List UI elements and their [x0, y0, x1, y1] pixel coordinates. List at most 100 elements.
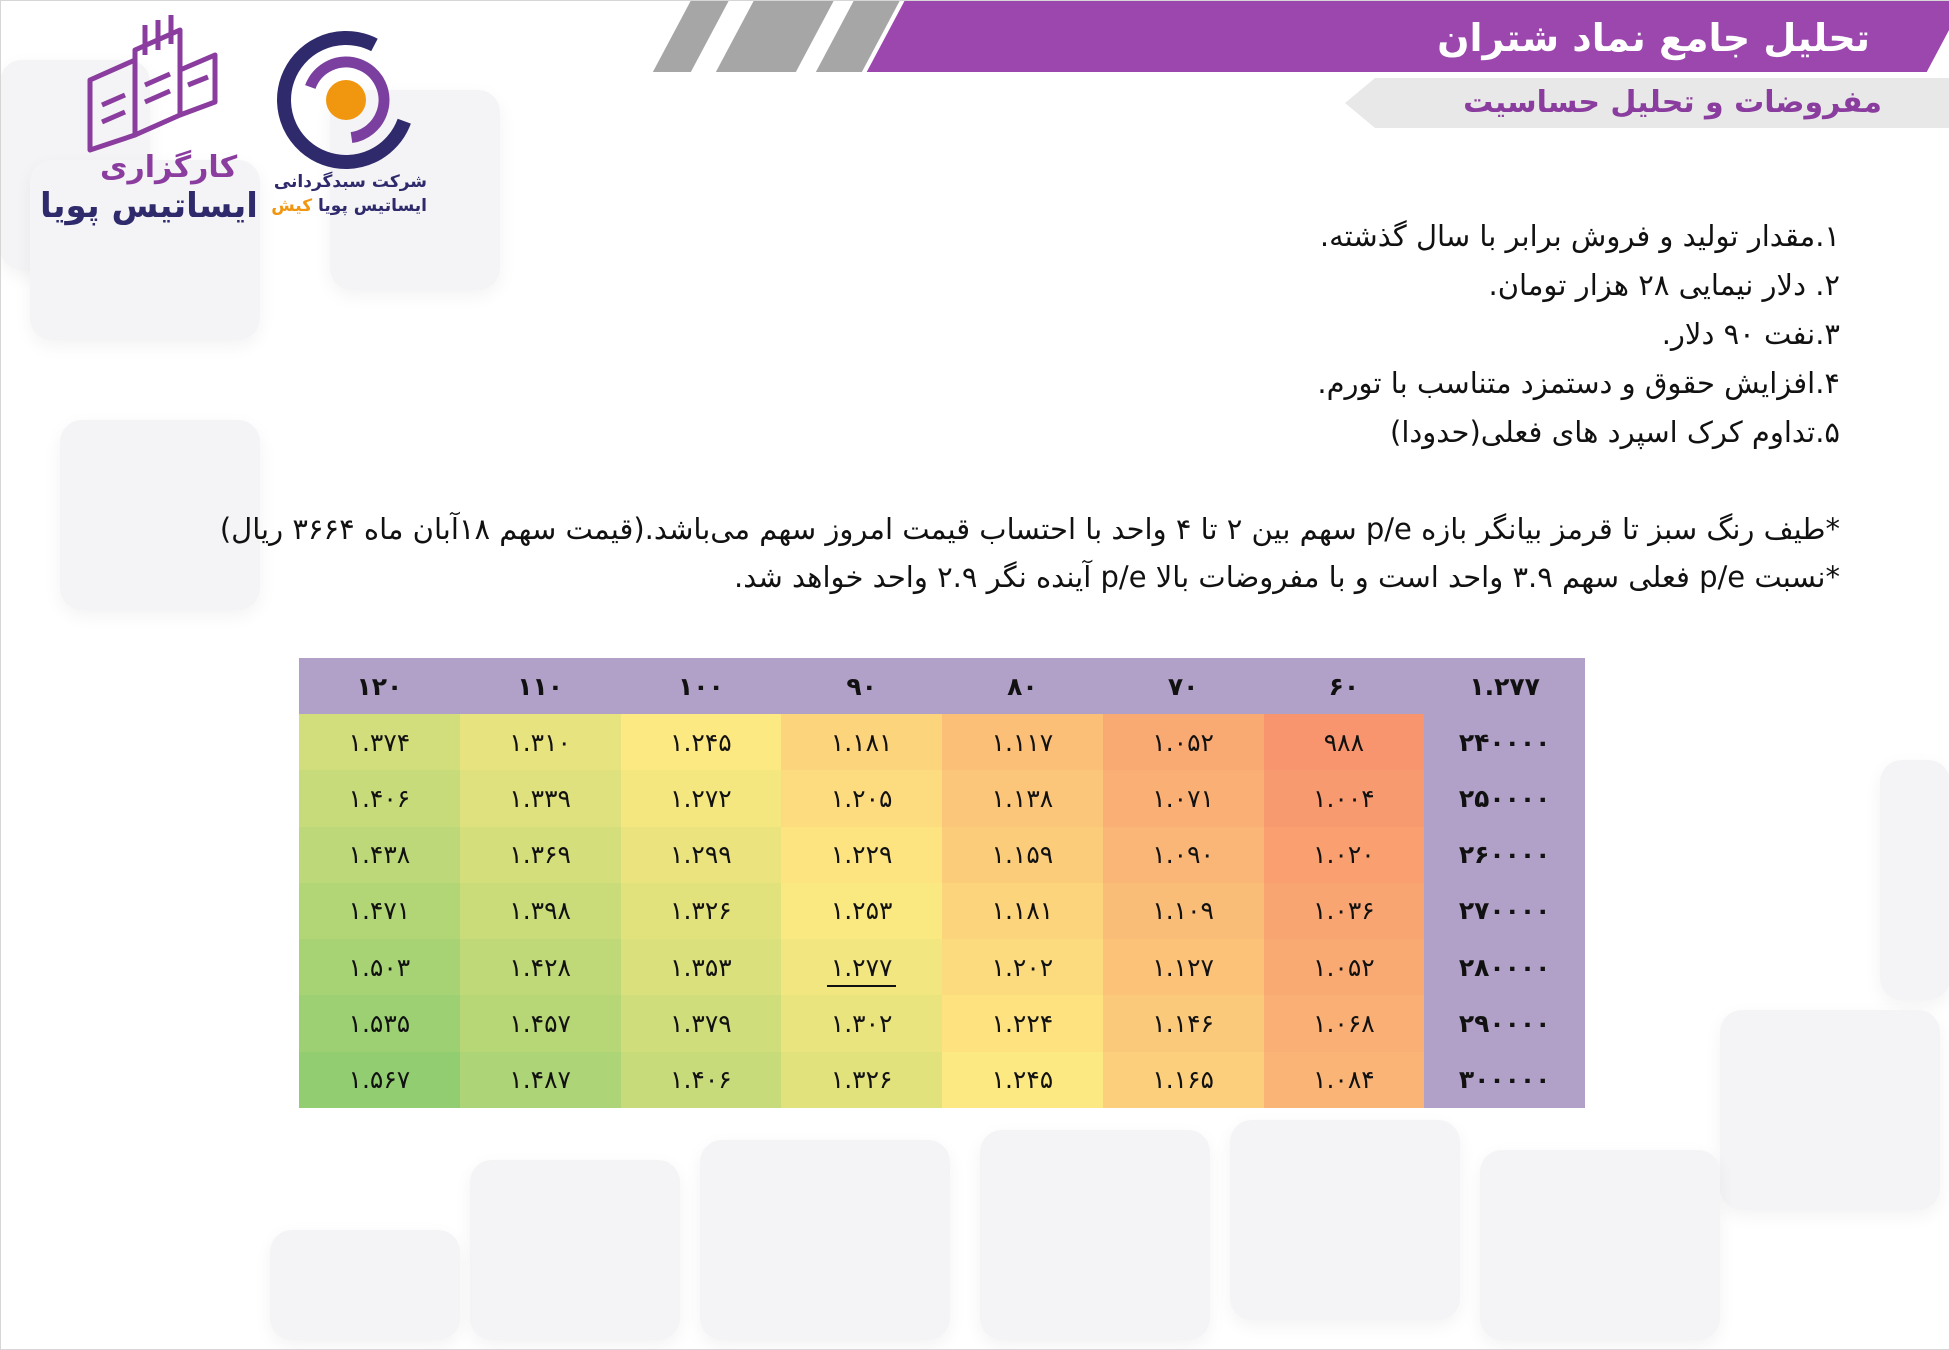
cell-value: ۱.۱۰۹: [1152, 896, 1214, 926]
row-header: ۲۸۰۰۰۰: [1424, 939, 1585, 996]
column-header: ۹۰: [781, 658, 942, 714]
heatmap-cell: ۱.۱۴۶: [1102, 995, 1264, 1052]
assumption-item: ۱.مقدار تولید و فروش برابر با سال گذشته.: [1319, 219, 1840, 253]
heatmap-cell: ۱.۲۴۵: [942, 1051, 1103, 1108]
heatmap-cell: ۱.۱۸۱: [781, 714, 942, 771]
heatmap-cell: ۱.۳۳۹: [459, 770, 621, 827]
heatmap-cell: ۹۸۸: [1263, 714, 1425, 771]
cell-value: ۱.۱۸۱: [991, 896, 1054, 926]
heatmap-cell: ۱.۱۶۵: [1102, 1051, 1264, 1108]
heatmap-cell: ۱.۱۲۷: [1102, 939, 1264, 996]
cell-value: ۱.۰۹۰: [1152, 840, 1214, 870]
cell-value: ۱.۱۸۱: [830, 727, 893, 757]
row-header: ۲۴۰۰۰۰: [1424, 714, 1585, 771]
banner-stripe: [652, 0, 730, 72]
heatmap-cell: ۱.۰۳۶: [1263, 882, 1425, 940]
cell-value: ۱.۴۷۱: [348, 896, 411, 926]
table-row: ۲۹۰۰۰۰ ۱.۰۶۸ ۱.۱۴۶ ۱.۲۲۴ ۱.۳۰۲ ۱.۳۷۹ ۱.۴۵۷ ۱.۵۳…: [299, 995, 1585, 1052]
heatmap-cell: ۱.۳۵۳: [620, 939, 782, 996]
cell-value: ۱.۱۴۶: [1152, 1009, 1214, 1039]
heatmap-cell: ۱.۲۷۷: [781, 939, 942, 996]
heatmap-cell: ۱.۳۷۴: [299, 714, 460, 771]
background-tile: [1720, 1010, 1940, 1210]
table-row: ۲۵۰۰۰۰ ۱.۰۰۴ ۱.۰۷۱ ۱.۱۳۸ ۱.۲۰۵ ۱.۲۷۲ ۱.۳۳۹ ۱.۴۰…: [299, 770, 1585, 827]
table-corner-cell: ۱.۲۷۷: [1424, 658, 1585, 714]
column-header: ۱۰۰: [620, 658, 782, 714]
heatmap-cell: ۱.۴۸۷: [459, 1051, 621, 1108]
cell-value: ۱.۲۰۲: [991, 952, 1054, 982]
heatmap-cell: ۱.۰۷۱: [1102, 770, 1264, 827]
heatmap-cell: ۱.۴۳۸: [299, 826, 460, 883]
heatmap-cell: ۱.۱۰۹: [1102, 882, 1264, 940]
cell-value: ۱.۵۰۳: [348, 952, 411, 982]
background-tile: [330, 90, 500, 290]
row-header: ۲۵۰۰۰۰: [1424, 770, 1585, 827]
heatmap-cell: ۱.۰۶۸: [1263, 995, 1425, 1052]
cell-value: ۱.۰۷۱: [1152, 783, 1214, 813]
heatmap-cell: ۱.۱۳۸: [942, 770, 1103, 827]
cell-value: ۱.۱۱۷: [991, 727, 1054, 757]
assumptions-list: ۱.مقدار تولید و فروش برابر با سال گذشته.…: [940, 212, 1840, 457]
table-row: ۳۰۰۰۰۰ ۱.۰۸۴ ۱.۱۶۵ ۱.۲۴۵ ۱.۳۲۶ ۱.۴۰۶ ۱.۴۸۷ ۱.۵۶…: [299, 1051, 1585, 1108]
heatmap-cell: ۱.۲۰۵: [781, 770, 942, 827]
table-row: ۲۸۰۰۰۰ ۱.۰۵۲ ۱.۱۲۷ ۱.۲۰۲ ۱.۲۷۷ ۱.۳۵۳ ۱.۴۲۸ ۱.۵۰…: [299, 939, 1585, 996]
heatmap-cell: ۱.۲۵۳: [781, 882, 942, 940]
background-tile: [470, 1160, 680, 1340]
heatmap-cell: ۱.۰۵۲: [1263, 939, 1425, 996]
table-row: ۲۴۰۰۰۰ ۹۸۸ ۱.۰۵۲ ۱.۱۱۷ ۱.۱۸۱ ۱.۲۴۵ ۱.۳۱۰ ۱.۳۷۴: [299, 714, 1585, 771]
sensitivity-grid: ۱.۲۷۷ ۶۰ ۷۰ ۸۰ ۹۰ ۱۰۰ ۱۱۰ ۱۲۰ ۲۴۰۰۰۰ ۹۸۸ ۱.۰۵۲ ۱.۱…: [299, 658, 1585, 1108]
sensitivity-table: ۱.۲۷۷ ۶۰ ۷۰ ۸۰ ۹۰ ۱۰۰ ۱۱۰ ۱۲۰ ۲۴۰۰۰۰ ۹۸۸ ۱.۰۵۲ ۱.۱…: [299, 658, 1585, 1108]
fund-logo-line2-a: ایساتیس پویا: [318, 196, 427, 216]
row-header: ۲۶۰۰۰۰: [1424, 826, 1585, 883]
banner-stripe: [715, 0, 835, 72]
cell-value: ۱.۴۲۸: [509, 952, 571, 982]
cell-value: ۱.۳۷۹: [670, 1009, 732, 1039]
heatmap-cell: ۱.۳۰۲: [781, 995, 942, 1052]
cell-value: ۱.۴۳۸: [348, 840, 411, 870]
heatmap-cell: ۱.۳۲۶: [620, 882, 782, 940]
table-row: ۲۶۰۰۰۰ ۱.۰۲۰ ۱.۰۹۰ ۱.۱۵۹ ۱.۲۲۹ ۱.۲۹۹ ۱.۳۶۹ ۱.۴۳…: [299, 826, 1585, 883]
page-title: تحلیل جامع نماد شتران: [1437, 16, 1870, 60]
cell-value: ۱.۲۲۹: [830, 840, 893, 870]
assumption-item: ۵.تداوم کرک اسپرد های فعلی(حدودا): [1390, 415, 1840, 449]
cell-value: ۱.۳۵۳: [670, 952, 732, 982]
heatmap-cell: ۱.۴۲۸: [459, 939, 621, 996]
table-header-row: ۱.۲۷۷ ۶۰ ۷۰ ۸۰ ۹۰ ۱۰۰ ۱۱۰ ۱۲۰: [299, 658, 1585, 714]
heatmap-cell: ۱.۲۲۹: [781, 826, 942, 883]
cell-value: ۱.۳۰۲: [830, 1009, 893, 1039]
heatmap-cell: ۱.۴۰۶: [299, 770, 460, 827]
heatmap-cell: ۱.۳۱۰: [459, 714, 621, 771]
background-tile: [700, 1140, 950, 1340]
background-tile: [1880, 760, 1950, 1000]
table-row: ۲۷۰۰۰۰ ۱.۰۳۶ ۱.۱۰۹ ۱.۱۸۱ ۱.۲۵۳ ۱.۳۲۶ ۱.۳۹۸ ۱.۴۷…: [299, 882, 1585, 940]
column-header: ۱۲۰: [299, 658, 460, 714]
row-header: ۲۹۰۰۰۰: [1424, 995, 1585, 1052]
background-tile: [1480, 1150, 1720, 1340]
background-tile: [30, 160, 260, 340]
heatmap-cell: ۱.۰۵۲: [1102, 714, 1264, 771]
assumption-item: ۳.نفت ۹۰ دلار.: [1661, 317, 1840, 351]
cell-value: ۱.۳۲۶: [670, 896, 732, 926]
cell-value: ۱.۰۶۸: [1313, 1009, 1375, 1039]
cell-value: ۱.۲۰۵: [830, 783, 893, 813]
cell-value: ۱.۰۸۴: [1313, 1065, 1375, 1095]
cell-value: ۱.۴۰۶: [348, 783, 411, 813]
heatmap-cell: ۱.۵۶۷: [299, 1051, 460, 1108]
cell-value: ۱.۲۴۵: [991, 1065, 1054, 1095]
cell-value: ۱.۲۷۲: [670, 783, 732, 813]
row-header: ۳۰۰۰۰۰: [1424, 1051, 1585, 1108]
cell-value: ۱.۲۲۴: [991, 1009, 1054, 1039]
cell-value: ۱.۰۳۶: [1313, 896, 1375, 926]
cell-value: ۱.۰۲۰: [1313, 840, 1375, 870]
broker-logo-line1: کارگزاری: [100, 150, 238, 185]
heatmap-cell: ۱.۲۴۵: [620, 714, 782, 771]
heatmap-cell: ۱.۳۲۶: [781, 1051, 942, 1108]
note-pe-range: *طیف رنگ سبز تا قرمز بیانگر بازه p/e سهم…: [219, 512, 1840, 546]
page-subtitle: مفروضات و تحلیل حساسیت: [1463, 85, 1882, 120]
notes: *طیف رنگ سبز تا قرمز بیانگر بازه p/e سهم…: [120, 505, 1840, 601]
assumption-item: ۴.افزایش حقوق و دستمزد متناسب با تورم.: [1317, 366, 1840, 400]
cell-value: ۱.۳۱۰: [509, 727, 571, 757]
fund-logo-line2-b: کیش: [271, 196, 313, 216]
broker-logo-line2: ایساتیس پویا: [40, 186, 258, 226]
buildings-icon: [87, 15, 218, 153]
